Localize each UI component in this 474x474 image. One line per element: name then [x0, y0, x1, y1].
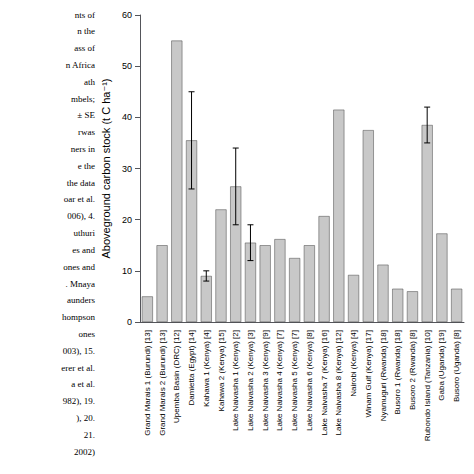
svg-text:erer et al.: erer et al.	[61, 363, 95, 373]
svg-text:Grand Marais 1 (Burundi) [13]: Grand Marais 1 (Burundi) [13]	[143, 330, 152, 436]
svg-text:nts of: nts of	[75, 10, 95, 20]
svg-text:Lake Naivasha 4 (Kenya) [7]: Lake Naivasha 4 (Kenya) [7]	[275, 330, 284, 431]
svg-text:10: 10	[122, 266, 132, 276]
svg-text:ones and: ones and	[63, 262, 95, 272]
svg-text:003), 15.: 003), 15.	[63, 346, 95, 356]
svg-text:40: 40	[122, 112, 132, 122]
svg-text:aunders: aunders	[67, 295, 95, 305]
svg-text:Aboveground carbon stock (t C: Aboveground carbon stock (t C ha⁻¹)	[100, 78, 112, 258]
svg-text:ass of: ass of	[74, 43, 95, 53]
svg-text:Grand Marais 2 (Burundi) [13]: Grand Marais 2 (Burundi) [13]	[158, 330, 167, 436]
svg-text:rwas: rwas	[78, 127, 95, 137]
svg-text:e the: e the	[78, 161, 95, 171]
svg-text:the data: the data	[67, 178, 95, 188]
svg-text:Lake Naivasha 2 (Kenya) [3]: Lake Naivasha 2 (Kenya) [3]	[246, 330, 255, 431]
svg-text:Busoro (Uganda) [8]: Busoro (Uganda) [8]	[452, 330, 461, 402]
svg-text:Damietta (Egypt) [14]: Damietta (Egypt) [14]	[187, 330, 196, 406]
svg-text:. Mnaya: . Mnaya	[66, 279, 96, 289]
svg-text:Lake Naivasha 5 (Kenya) [7]: Lake Naivasha 5 (Kenya) [7]	[290, 330, 299, 431]
svg-text:ath: ath	[84, 77, 95, 87]
svg-text:50: 50	[122, 61, 132, 71]
svg-text:Lake Naivasha 3 (Kenya) [9]: Lake Naivasha 3 (Kenya) [9]	[261, 330, 270, 431]
svg-text:hompson: hompson	[62, 312, 96, 322]
svg-text:Lake Naivasha 6 (Kenya) [8]: Lake Naivasha 6 (Kenya) [8]	[305, 330, 314, 431]
svg-text:n the: n the	[77, 26, 95, 36]
svg-text:0: 0	[127, 317, 132, 327]
svg-text:Rubondo Island (Tanzania) [10]: Rubondo Island (Tanzania) [10]	[423, 330, 432, 441]
svg-text:30: 30	[122, 164, 132, 174]
svg-text:Nairobi (Kenya) [4]: Nairobi (Kenya) [4]	[349, 330, 358, 397]
svg-text:Gaba (Uganda) [19]: Gaba (Uganda) [19]	[437, 330, 446, 401]
svg-text:± SE: ± SE	[77, 110, 95, 120]
svg-text:Winam Gulf (Kenya) [17]: Winam Gulf (Kenya) [17]	[364, 330, 373, 418]
svg-text:Kahawa 1 (Kenya) [4]: Kahawa 1 (Kenya) [4]	[202, 330, 211, 407]
svg-text:ners in: ners in	[71, 144, 96, 154]
svg-text:uthuri: uthuri	[74, 228, 96, 238]
svg-text:Upemba Basin (DRC) [12]: Upemba Basin (DRC) [12]	[172, 330, 181, 423]
svg-text:006), 4.: 006), 4.	[67, 211, 95, 221]
svg-text:ones: ones	[79, 329, 96, 339]
svg-text:Busoro 2 (Rwanda) [8]: Busoro 2 (Rwanda) [8]	[408, 330, 417, 410]
svg-text:21.: 21.	[84, 430, 95, 440]
svg-text:oar et al.: oar et al.	[64, 194, 95, 204]
svg-text:Busoro 1 (Rwanda) [18]: Busoro 1 (Rwanda) [18]	[393, 330, 402, 415]
svg-text:es and: es and	[72, 245, 95, 255]
svg-text:n Africa: n Africa	[66, 60, 95, 70]
svg-text:Lake Naivasha 1 (Kenya) [2]: Lake Naivasha 1 (Kenya) [2]	[231, 330, 240, 431]
svg-text:20: 20	[122, 215, 132, 225]
svg-text:982), 19.: 982), 19.	[63, 396, 95, 406]
svg-text:Kahawa 2 (Kenya) [15]: Kahawa 2 (Kenya) [15]	[217, 330, 226, 411]
svg-text:Lake Naivasha 7 (Kenya) [16]: Lake Naivasha 7 (Kenya) [16]	[320, 330, 329, 435]
svg-text:Nyamuguri (Rwanda) [18]: Nyamuguri (Rwanda) [18]	[379, 330, 388, 421]
svg-text:Lake Naivasha 8 (Kenya) [12]: Lake Naivasha 8 (Kenya) [12]	[334, 330, 343, 435]
svg-text:60: 60	[122, 10, 132, 20]
svg-text:mbels;: mbels;	[71, 94, 95, 104]
svg-text:2002): 2002)	[74, 447, 95, 457]
svg-text:a et al.: a et al.	[71, 379, 95, 389]
svg-text:), 20.: ), 20.	[76, 413, 95, 423]
